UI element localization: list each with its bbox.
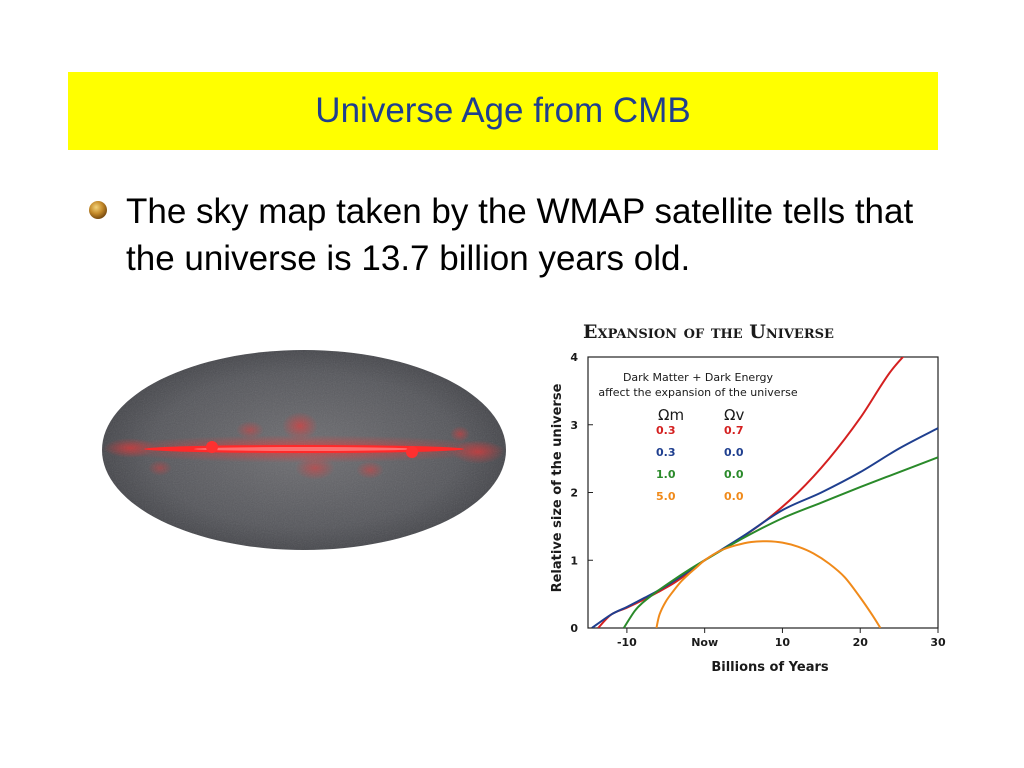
series-line — [655, 540, 882, 628]
y-tick-label: 3 — [570, 419, 578, 432]
legend-header-omega-m: Ωm — [658, 406, 684, 424]
legend-omega-v-value: 0.0 — [724, 468, 744, 481]
legend-omega-m-value: 0.3 — [656, 446, 676, 459]
chart-title: Expansion of the Universe — [583, 321, 834, 343]
wmap-sky-map — [102, 350, 506, 550]
x-tick-label: -10 — [617, 636, 637, 649]
bullet-icon — [89, 201, 107, 219]
chart-legend: Ωm Ωv 0.3 0.7 0.3 0.0 1.0 0.0 5.0 0.0 — [656, 406, 744, 503]
annotation-line: affect the expansion of the universe — [598, 386, 797, 399]
x-tick-label: 20 — [853, 636, 869, 649]
legend-omega-v-value: 0.0 — [724, 490, 744, 503]
legend-omega-m-value: 0.3 — [656, 424, 676, 437]
legend-omega-v-value: 0.0 — [724, 446, 744, 459]
y-tick-label: 4 — [570, 351, 578, 364]
x-tick-label: Now — [691, 636, 718, 649]
legend-header-omega-v: Ωv — [724, 406, 744, 424]
chart-ticks: -10 Now 10 20 30 0 1 2 3 4 — [570, 351, 946, 649]
legend-omega-v-value: 0.7 — [724, 424, 744, 437]
slide-title: Universe Age from CMB — [315, 91, 691, 130]
plot-area — [587, 356, 939, 629]
y-tick-label: 0 — [570, 622, 578, 635]
y-tick-label: 1 — [570, 554, 578, 567]
title-banner: Universe Age from CMB — [68, 72, 938, 150]
x-tick-label: 30 — [930, 636, 946, 649]
legend-omega-m-value: 5.0 — [656, 490, 676, 503]
plot-frame — [587, 356, 939, 629]
bullet-text: The sky map taken by the WMAP satellite … — [126, 192, 914, 278]
chart-annotation: Dark Matter + Dark Energy affect the expa… — [598, 371, 797, 399]
chart-curves — [591, 357, 938, 628]
y-axis-label: Relative size of the universe — [550, 383, 565, 592]
legend-omega-m-value: 1.0 — [656, 468, 676, 481]
annotation-line: Dark Matter + Dark Energy — [623, 371, 774, 384]
x-axis-label: Billions of Years — [711, 660, 829, 675]
x-tick-label: 10 — [775, 636, 791, 649]
expansion-chart: Expansion of the Universe Dark Matter + … — [550, 321, 946, 675]
y-tick-label: 2 — [570, 487, 578, 500]
